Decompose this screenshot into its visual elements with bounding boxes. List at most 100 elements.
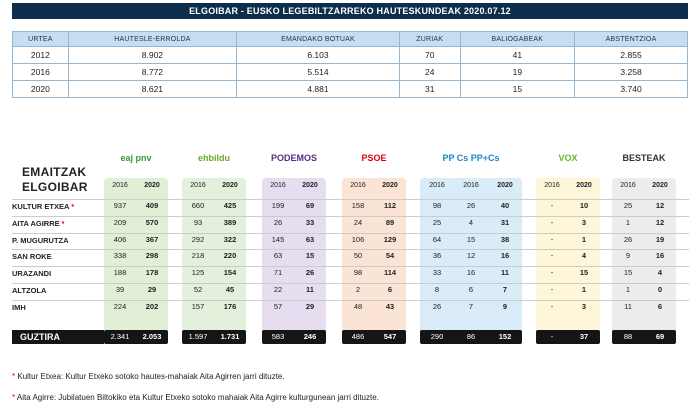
- total-cell: -: [550, 332, 554, 341]
- party-column: 2016 2020: [612, 178, 676, 342]
- table-cell: 112: [383, 201, 397, 210]
- total-bar-segment: [104, 330, 168, 344]
- footnote-text: Kultur Etxea: Kultur Etxeko sotoko haute…: [17, 372, 285, 381]
- table-cell: 11: [306, 285, 314, 294]
- row-star: *: [69, 204, 75, 211]
- table-cell: -: [550, 234, 554, 244]
- row-divider: [12, 249, 689, 251]
- table-cell: 33: [432, 268, 442, 278]
- year-2016-label: 2016: [429, 182, 445, 189]
- total-cell: 486: [351, 332, 365, 341]
- table-cell: 209: [113, 217, 127, 227]
- table-row: 2016 8.772 5.514 24 19 3.258: [12, 63, 688, 81]
- table-cell: 19: [655, 234, 665, 244]
- polling-station-label: AITA AGIRRE *: [12, 217, 64, 231]
- table-cell: 29: [147, 285, 157, 294]
- table-cell: 338: [113, 251, 127, 261]
- table-cell: 25: [623, 201, 633, 210]
- table-cell: 218: [191, 251, 205, 261]
- year-2020-label: 2020: [222, 182, 238, 189]
- total-cell: 69: [655, 332, 665, 341]
- table-cell: 7: [468, 301, 474, 311]
- table-cell: 389: [223, 217, 237, 227]
- summary-header-row: URTEA HAUTESLE-ERROLDA EMANDAKO BOTUAK Z…: [12, 31, 688, 47]
- table-cell: 33: [305, 217, 315, 227]
- polling-station-label: ALTZOLA: [12, 284, 46, 298]
- results-title: EMAITZAK ELGOIBAR: [22, 165, 88, 195]
- table-cell: 71: [273, 268, 283, 278]
- party-logo-label: PODEMOS: [270, 153, 317, 163]
- total-cell: 152: [498, 332, 512, 341]
- footnote-star: *: [12, 372, 16, 381]
- year-2016-label: 2016: [112, 182, 128, 189]
- table-cell: 409: [145, 201, 159, 210]
- table-cell: 3: [581, 217, 587, 227]
- total-cell: 583: [271, 332, 285, 341]
- col-header: ZURIAK: [398, 31, 461, 47]
- table-cell: 4: [657, 268, 663, 278]
- table-cell: 406: [113, 234, 127, 244]
- table-row: 2020 8.621 4.881 31 15 3.740: [12, 80, 688, 98]
- total-bar-segment: [536, 330, 600, 344]
- table-cell: 52: [193, 285, 203, 294]
- table-cell: 2.855: [574, 46, 688, 64]
- table-cell: 158: [351, 201, 365, 210]
- table-cell: 26: [466, 201, 476, 210]
- row-divider: [12, 299, 689, 301]
- row-divider: [12, 232, 689, 234]
- table-cell: 15: [466, 234, 476, 244]
- year-2020-label: 2020: [652, 182, 668, 189]
- column-year-header: 2016 2020: [342, 178, 406, 194]
- year-2020-label: 2020: [144, 182, 160, 189]
- table-cell: 3.740: [574, 80, 688, 98]
- polling-station-label: SAN ROKE: [12, 250, 52, 264]
- table-cell: 15: [623, 268, 633, 278]
- table-cell: 16: [655, 251, 665, 261]
- table-cell: 367: [145, 234, 159, 244]
- table-cell: 41: [459, 46, 576, 64]
- total-bar-segment: [262, 330, 326, 344]
- party-column: 2016 2020: [536, 178, 600, 342]
- table-cell: 36: [432, 251, 442, 261]
- table-cell: 12: [466, 251, 476, 261]
- party-column: 2016 2016 2020: [420, 178, 522, 342]
- table-cell: 45: [225, 285, 235, 294]
- table-cell: 176: [223, 301, 237, 311]
- table-cell: 8.621: [67, 80, 238, 98]
- col-header: URTEA: [12, 31, 69, 47]
- table-cell: 2: [355, 285, 361, 294]
- table-cell: 6.103: [236, 46, 400, 64]
- table-cell: 224: [113, 301, 127, 311]
- table-cell: 8.772: [67, 63, 238, 81]
- row-label-text: IMH: [12, 302, 26, 312]
- table-cell: -: [550, 201, 554, 210]
- table-cell: 125: [191, 268, 205, 278]
- total-cell: 1.731: [220, 332, 240, 341]
- table-cell: 2016: [12, 63, 69, 81]
- table-cell: 1: [581, 234, 587, 244]
- table-cell: 154: [223, 268, 237, 278]
- table-cell: 98: [353, 268, 363, 278]
- footnote-star: *: [12, 393, 16, 402]
- party-logo-7: BESTEAK: [618, 144, 670, 172]
- table-cell: 48: [353, 301, 363, 311]
- table-cell: 1: [625, 285, 631, 294]
- table-cell: 3.258: [574, 63, 688, 81]
- table-cell: 22: [273, 285, 283, 294]
- table-cell: 70: [398, 46, 461, 64]
- table-cell: 1: [625, 217, 631, 227]
- row-divider: [12, 199, 689, 200]
- table-row: 2012 8.902 6.103 70 41 2.855: [12, 46, 688, 64]
- table-cell: 220: [223, 251, 237, 261]
- party-logo-label: BESTEAK: [622, 153, 666, 163]
- table-cell: 26: [305, 268, 315, 278]
- table-cell: 8: [434, 285, 440, 294]
- total-cell: 37: [579, 332, 589, 341]
- table-cell: 12: [655, 201, 665, 210]
- total-bar-segment: [420, 330, 522, 344]
- footnote-2: * Aita Agirre: Jubilatuen Biltokiko eta …: [12, 393, 379, 402]
- column-year-header: 2016 2016 2020: [420, 178, 522, 194]
- table-cell: -: [550, 301, 554, 311]
- year-2020-label: 2020: [576, 182, 592, 189]
- total-bar-segment: [342, 330, 406, 344]
